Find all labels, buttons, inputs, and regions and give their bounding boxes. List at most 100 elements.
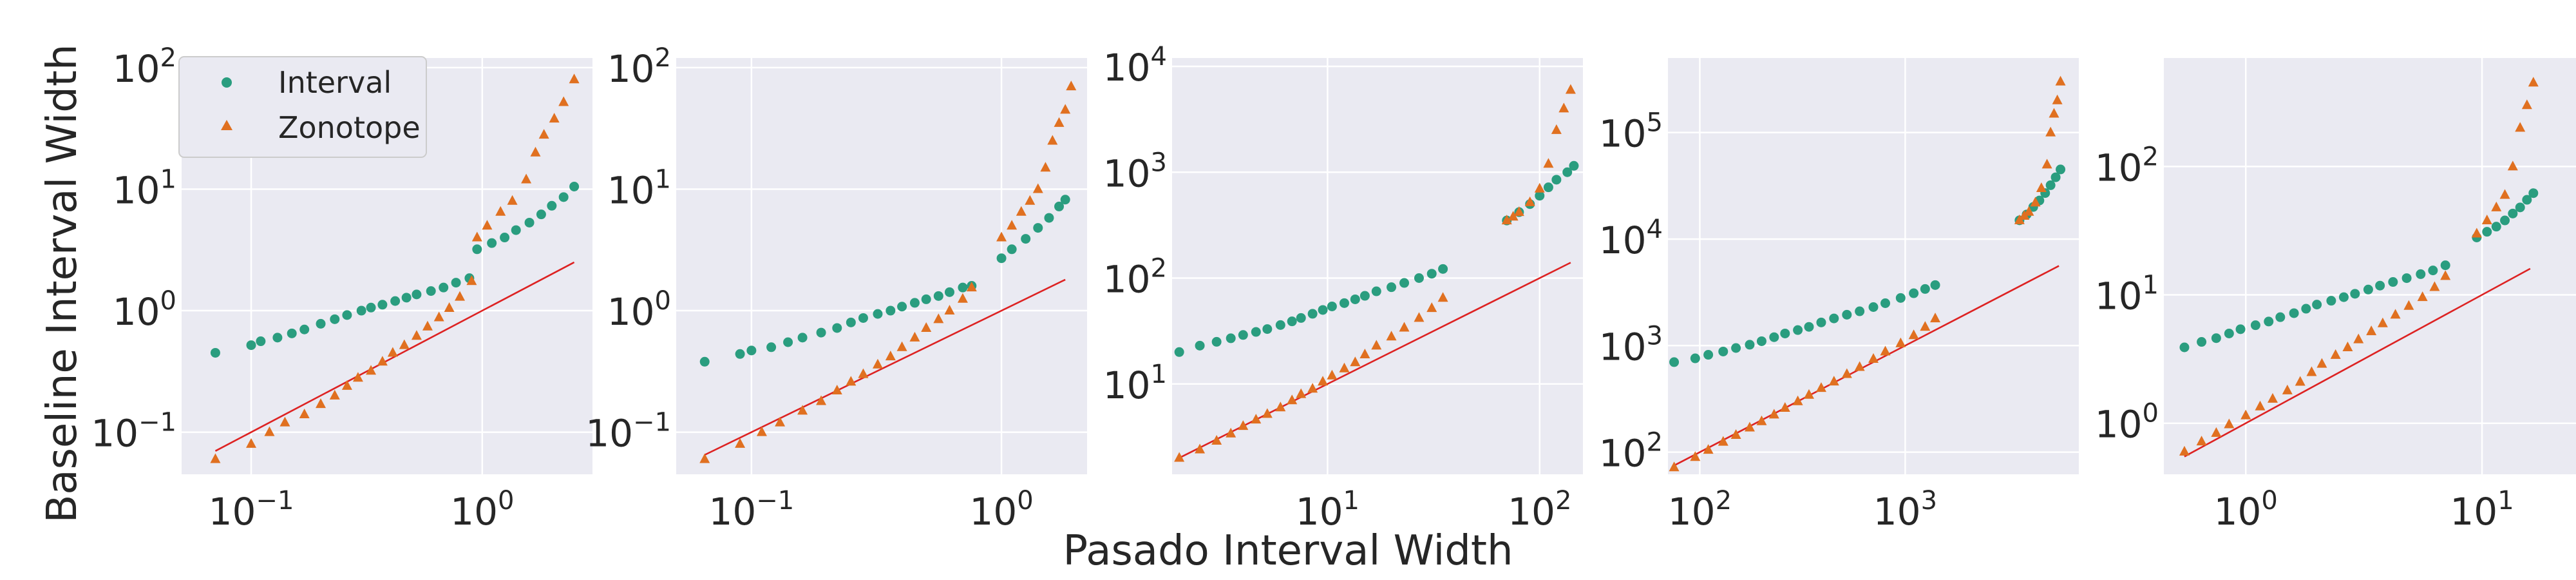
interval-point (1551, 175, 1562, 185)
zonotope-point (246, 438, 257, 448)
x-tick-exponent: 1 (2497, 486, 2514, 516)
identity-line (2184, 267, 2531, 458)
interval-point (1426, 269, 1437, 279)
legend-zonotope-marker (221, 120, 232, 130)
y-tick-exponent: 1 (1151, 360, 1167, 389)
y-tick-label: 101 (1103, 360, 1167, 407)
zonotope-point (299, 409, 310, 419)
zonotope-point (455, 291, 466, 301)
interval-point (1318, 305, 1328, 315)
zonotope-point (2036, 182, 2047, 193)
y-axis-title: Baseline Interval Width (39, 44, 86, 523)
x-tick-exponent: 0 (498, 486, 514, 516)
y-tick-label: 105 (1599, 108, 1663, 156)
zonotope-point (1238, 420, 1249, 430)
zonotope-point (2403, 300, 2414, 310)
interval-point (1044, 213, 1054, 223)
zonotope-point (909, 331, 920, 342)
zonotope-point (1174, 452, 1185, 462)
zonotope-point (966, 282, 977, 292)
zonotope-point (1318, 376, 1329, 386)
zonotope-point (1669, 461, 1680, 472)
zonotope-point (1690, 451, 1701, 461)
zonotope-point (495, 206, 506, 216)
zonotope-point (279, 416, 290, 427)
interval-point (1690, 353, 1700, 363)
legend: Interval Zonotope (178, 56, 427, 158)
interval-point (1033, 223, 1043, 233)
plot-marks (1669, 75, 2066, 472)
interval-point (1562, 167, 1573, 177)
interval-point (766, 342, 777, 353)
interval-point (1718, 346, 1728, 356)
zonotope-point (2440, 270, 2451, 280)
zonotope-point (1854, 361, 1865, 371)
interval-point (401, 293, 412, 303)
x-tick-exponent: 2 (1555, 486, 1571, 516)
zonotope-point (1226, 427, 1236, 438)
interval-point (921, 294, 931, 304)
interval-point (699, 356, 710, 367)
zonotope-point (1426, 302, 1437, 313)
interval-point (1745, 340, 1755, 350)
interval-point (1054, 201, 1065, 211)
interval-point (2338, 292, 2349, 302)
zonotope-point (1287, 394, 1298, 405)
identity-line (704, 278, 1066, 456)
zonotope-point (1730, 429, 1741, 439)
zonotope-point (1543, 158, 1554, 168)
zonotope-point (2055, 75, 2066, 86)
interval-point (1855, 306, 1865, 316)
y-tick-label: 100 (607, 286, 671, 334)
zonotope-point (1828, 376, 1839, 386)
x-tick-label: 101 (1296, 486, 1359, 534)
y-tick-exponent: 2 (1151, 254, 1167, 284)
zonotope-point (2306, 366, 2317, 376)
zonotope-point (2030, 197, 2041, 207)
zonotope-point (2515, 122, 2526, 132)
interval-point (1399, 278, 1410, 288)
zonotope-point (1032, 183, 1043, 193)
x-tick-exponent: 0 (1017, 486, 1033, 516)
interval-point (2482, 227, 2492, 237)
interval-point (558, 192, 569, 202)
y-tick-exponent: 0 (2143, 399, 2159, 429)
interval-point (2275, 312, 2286, 322)
interval-point (366, 302, 376, 313)
zonotope-point (2471, 227, 2482, 238)
interval-point (2508, 208, 2518, 218)
interval-point (487, 238, 497, 248)
zonotope-point (816, 395, 827, 405)
zonotope-point (1908, 329, 1919, 340)
interval-point (210, 347, 220, 358)
zonotope-point (831, 385, 842, 395)
zonotope-point (530, 146, 541, 157)
zonotope-point (1779, 402, 1790, 412)
interval-point (1731, 343, 1741, 353)
zonotope-point (2342, 341, 2353, 351)
zonotope-point (2491, 201, 2502, 211)
zonotope-point (466, 275, 477, 285)
interval-point (2197, 337, 2207, 347)
interval-point (472, 244, 482, 255)
plot-marks (210, 73, 580, 463)
interval-point (2515, 202, 2525, 213)
zonotope-point (2268, 392, 2278, 403)
zonotope-point (1350, 356, 1361, 367)
zonotope-point (1066, 81, 1077, 91)
zonotope-point (2528, 77, 2539, 87)
zonotope-point (264, 426, 275, 436)
zonotope-point (1296, 388, 1307, 398)
zonotope-point (2045, 126, 2056, 137)
interval-point (256, 336, 266, 347)
interval-point (547, 200, 557, 211)
interval-point (2350, 289, 2360, 299)
x-axis-title: Pasado Interval Width (1063, 527, 1513, 575)
y-tick-exponent: 1 (655, 164, 671, 194)
interval-point (1262, 324, 1273, 334)
zonotope-point (2499, 189, 2510, 199)
x-tick-exponent: −1 (756, 486, 794, 516)
zonotope-point (1054, 117, 1065, 127)
zonotope-point (366, 365, 377, 375)
interval-point (439, 282, 449, 293)
